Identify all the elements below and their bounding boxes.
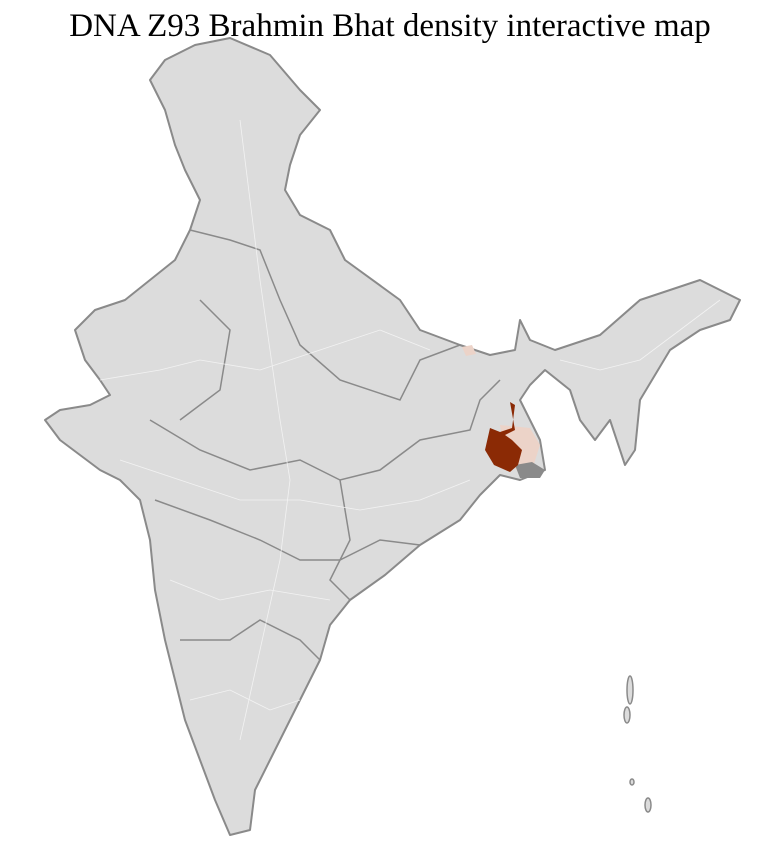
region-low-density-north[interactable]	[462, 345, 476, 356]
district-lines	[99, 119, 721, 741]
india-mainland[interactable]	[44, 37, 741, 836]
region-sundarbans[interactable]	[515, 462, 545, 478]
map-title: DNA Z93 Brahmin Bhat density interactive…	[69, 8, 711, 44]
state-boundaries	[149, 229, 501, 661]
andaman-nicobar-islands	[623, 675, 652, 813]
region-high-density[interactable]	[485, 402, 522, 472]
